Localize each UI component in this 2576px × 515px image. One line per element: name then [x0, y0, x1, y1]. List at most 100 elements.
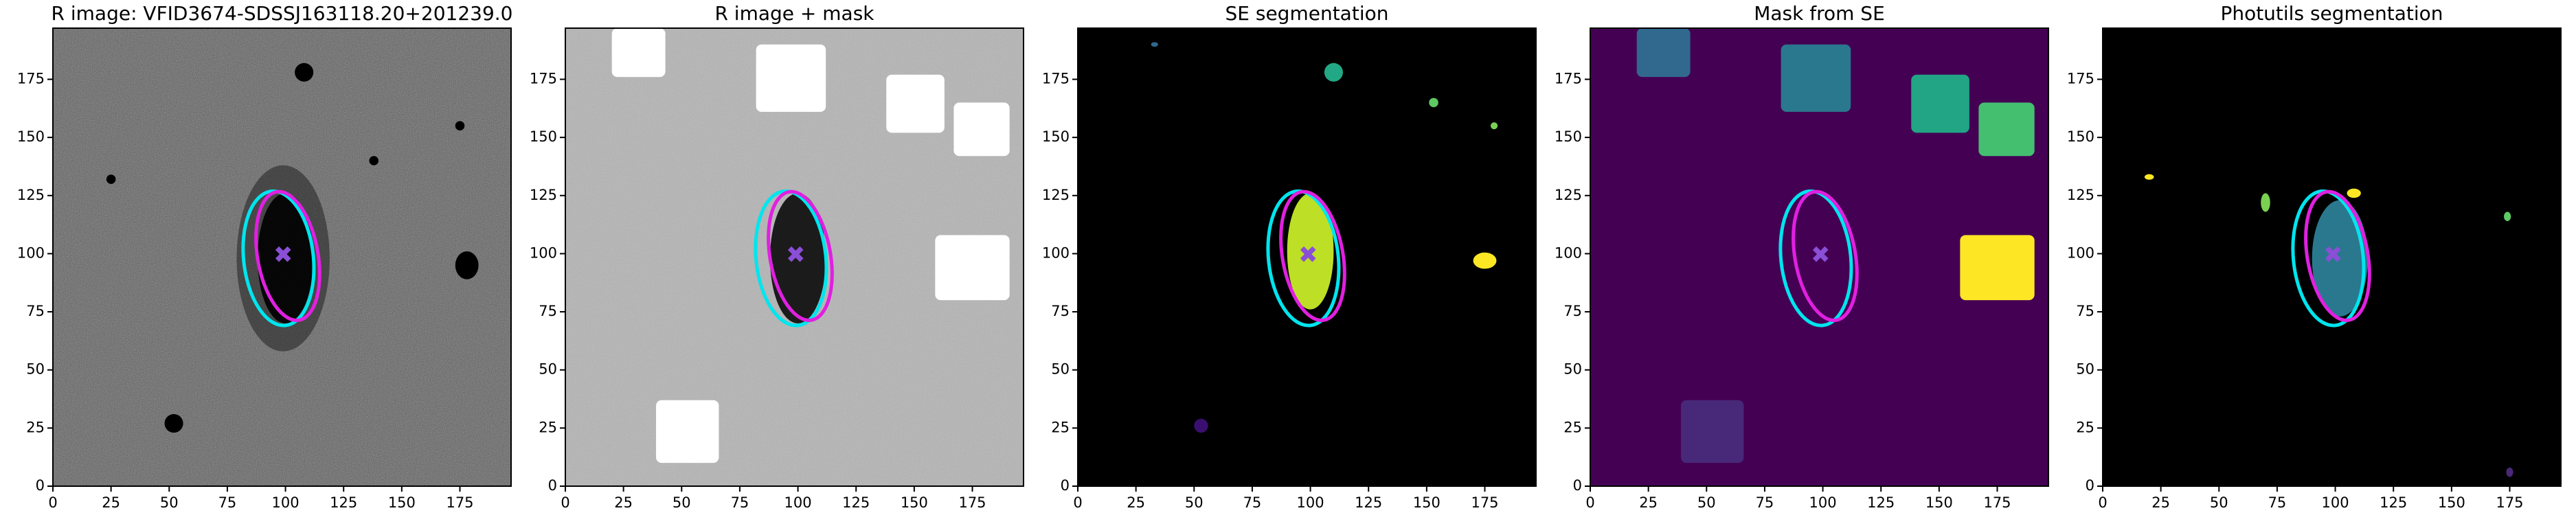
mask-region	[756, 44, 826, 112]
mask-region	[656, 400, 719, 464]
segment	[1473, 252, 1497, 269]
x-tick-label: 50	[160, 494, 179, 511]
marker: ✖	[786, 241, 806, 268]
y-tick-label: 175	[530, 70, 557, 87]
x-tick-label: 50	[2210, 494, 2228, 511]
y-tick-label: 100	[1555, 244, 1582, 261]
mask-region	[1978, 102, 2035, 157]
x-tick-label: 100	[1297, 494, 1324, 511]
x-tick-label: 50	[673, 494, 691, 511]
image: ✖	[1078, 28, 1536, 486]
y-tick-label: 125	[2067, 187, 2094, 203]
y-tick-label: 50	[2076, 361, 2094, 378]
x-tick-label: 175	[1983, 494, 2011, 511]
source	[164, 414, 183, 433]
mask-region	[1781, 44, 1851, 112]
x-tick-label: 0	[1073, 494, 1082, 511]
segment	[2504, 211, 2511, 222]
y-tick-label: 75	[1563, 303, 1582, 319]
y-tick-label: 0	[548, 477, 557, 494]
x-tick-label: 25	[1127, 494, 1145, 511]
y-tick-label: 0	[2086, 477, 2094, 494]
x-tick-label: 25	[2151, 494, 2170, 511]
y-tick-label: 0	[1061, 477, 1070, 494]
y-tick-label: 75	[2076, 303, 2094, 319]
x-tick-label: 75	[1243, 494, 1262, 511]
source	[455, 251, 479, 279]
y-tick-label: 175	[1555, 70, 1582, 87]
y-tick-label: 150	[17, 128, 45, 145]
mask-region	[1911, 74, 1969, 133]
x-tick-label: 25	[102, 494, 120, 511]
source	[257, 193, 314, 323]
marker: ✖	[1811, 241, 1831, 268]
y-tick-label: 0	[1573, 477, 1582, 494]
mask-region	[953, 102, 1010, 157]
mask-region	[1681, 400, 1744, 464]
ellipse-magenta	[1792, 190, 1859, 322]
x-tick-label: 125	[1867, 494, 1895, 511]
x-tick-label: 75	[2268, 494, 2287, 511]
y-tick-label: 125	[1555, 187, 1582, 203]
y-tick-label: 150	[530, 128, 557, 145]
marker: ✖	[2323, 241, 2343, 268]
y-tick-label: 50	[539, 361, 557, 378]
image: ✖	[53, 28, 511, 486]
x-tick-label: 0	[2098, 494, 2107, 511]
axes-frame	[1590, 27, 2049, 487]
panel-title: R image: VFID3674-SDSSJ163118.20+201239.…	[52, 2, 513, 25]
y-tick-label: 50	[1563, 361, 1582, 378]
x-tick-label: 150	[2438, 494, 2465, 511]
source	[769, 193, 826, 323]
image: ✖	[1590, 28, 2048, 486]
x-tick-label: 175	[2496, 494, 2523, 511]
axes-frame	[1077, 27, 1537, 487]
x-tick-label: 25	[1639, 494, 1658, 511]
x-tick-label: 100	[784, 494, 812, 511]
x-tick-label: 175	[1471, 494, 1498, 511]
y-tick-label: 175	[2067, 70, 2094, 87]
x-tick-label: 75	[731, 494, 749, 511]
y-tick-label: 25	[2076, 419, 2094, 435]
ellipse-cyan	[2291, 189, 2366, 328]
ellipse-cyan	[1778, 189, 1853, 328]
x-tick-label: 150	[1413, 494, 1440, 511]
y-tick-label: 175	[17, 70, 45, 87]
marker: ✖	[273, 241, 293, 268]
y-tick-label: 25	[1051, 419, 1070, 435]
x-tick-label: 100	[2322, 494, 2349, 511]
panel-title: Mask from SE	[1754, 2, 1885, 25]
segment	[1287, 193, 1334, 310]
source	[455, 121, 465, 130]
ellipse-magenta	[767, 190, 834, 322]
x-tick-label: 100	[1809, 494, 1837, 511]
segment	[1151, 42, 1158, 47]
y-tick-label: 100	[530, 244, 557, 261]
y-tick-label: 100	[2067, 244, 2094, 261]
image: ✖	[565, 28, 1024, 486]
x-tick-label: 125	[842, 494, 870, 511]
mask-region	[886, 74, 945, 133]
segment	[2347, 188, 2361, 198]
y-tick-label: 50	[1051, 361, 1070, 378]
x-tick-label: 175	[958, 494, 986, 511]
x-tick-label: 75	[1756, 494, 1774, 511]
x-tick-label: 0	[48, 494, 57, 511]
x-tick-label: 150	[901, 494, 928, 511]
x-tick-label: 175	[446, 494, 473, 511]
source	[106, 174, 116, 184]
y-tick-label: 25	[26, 419, 45, 435]
x-tick-label: 0	[1585, 494, 1594, 511]
axes-frame	[565, 27, 1024, 487]
x-tick-label: 125	[2380, 494, 2407, 511]
y-tick-label: 125	[530, 187, 557, 203]
y-tick-label: 25	[1563, 419, 1582, 435]
y-tick-label: 125	[1042, 187, 1070, 203]
y-tick-label: 0	[36, 477, 45, 494]
ellipse-cyan	[241, 189, 316, 328]
y-tick-label: 75	[539, 303, 557, 319]
mask-region	[611, 28, 666, 78]
image: ✖	[2103, 28, 2561, 486]
y-tick-label: 175	[1042, 70, 1070, 87]
